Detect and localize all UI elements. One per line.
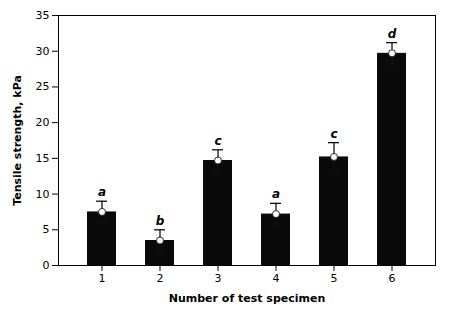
svg-text:1: 1 [99, 272, 106, 285]
svg-text:4: 4 [273, 272, 280, 285]
svg-text:20: 20 [36, 116, 50, 129]
svg-text:d: d [388, 27, 397, 41]
svg-text:10: 10 [36, 188, 50, 201]
svg-text:35: 35 [36, 9, 50, 22]
svg-text:6: 6 [389, 272, 396, 285]
svg-text:c: c [330, 127, 337, 141]
svg-text:Tensile strength, kPa: Tensile strength, kPa [11, 75, 24, 206]
svg-text:b: b [156, 214, 165, 228]
svg-text:5: 5 [331, 272, 338, 285]
svg-text:30: 30 [36, 45, 50, 58]
svg-text:2: 2 [157, 272, 164, 285]
svg-text:Number of test specimen: Number of test specimen [169, 292, 326, 305]
svg-text:3: 3 [215, 272, 222, 285]
svg-text:0: 0 [43, 259, 50, 272]
svg-text:a: a [98, 185, 106, 199]
svg-text:25: 25 [36, 80, 50, 93]
svg-text:15: 15 [36, 152, 50, 165]
svg-text:5: 5 [43, 223, 50, 236]
svg-text:a: a [272, 187, 280, 201]
svg-text:c: c [214, 134, 221, 148]
